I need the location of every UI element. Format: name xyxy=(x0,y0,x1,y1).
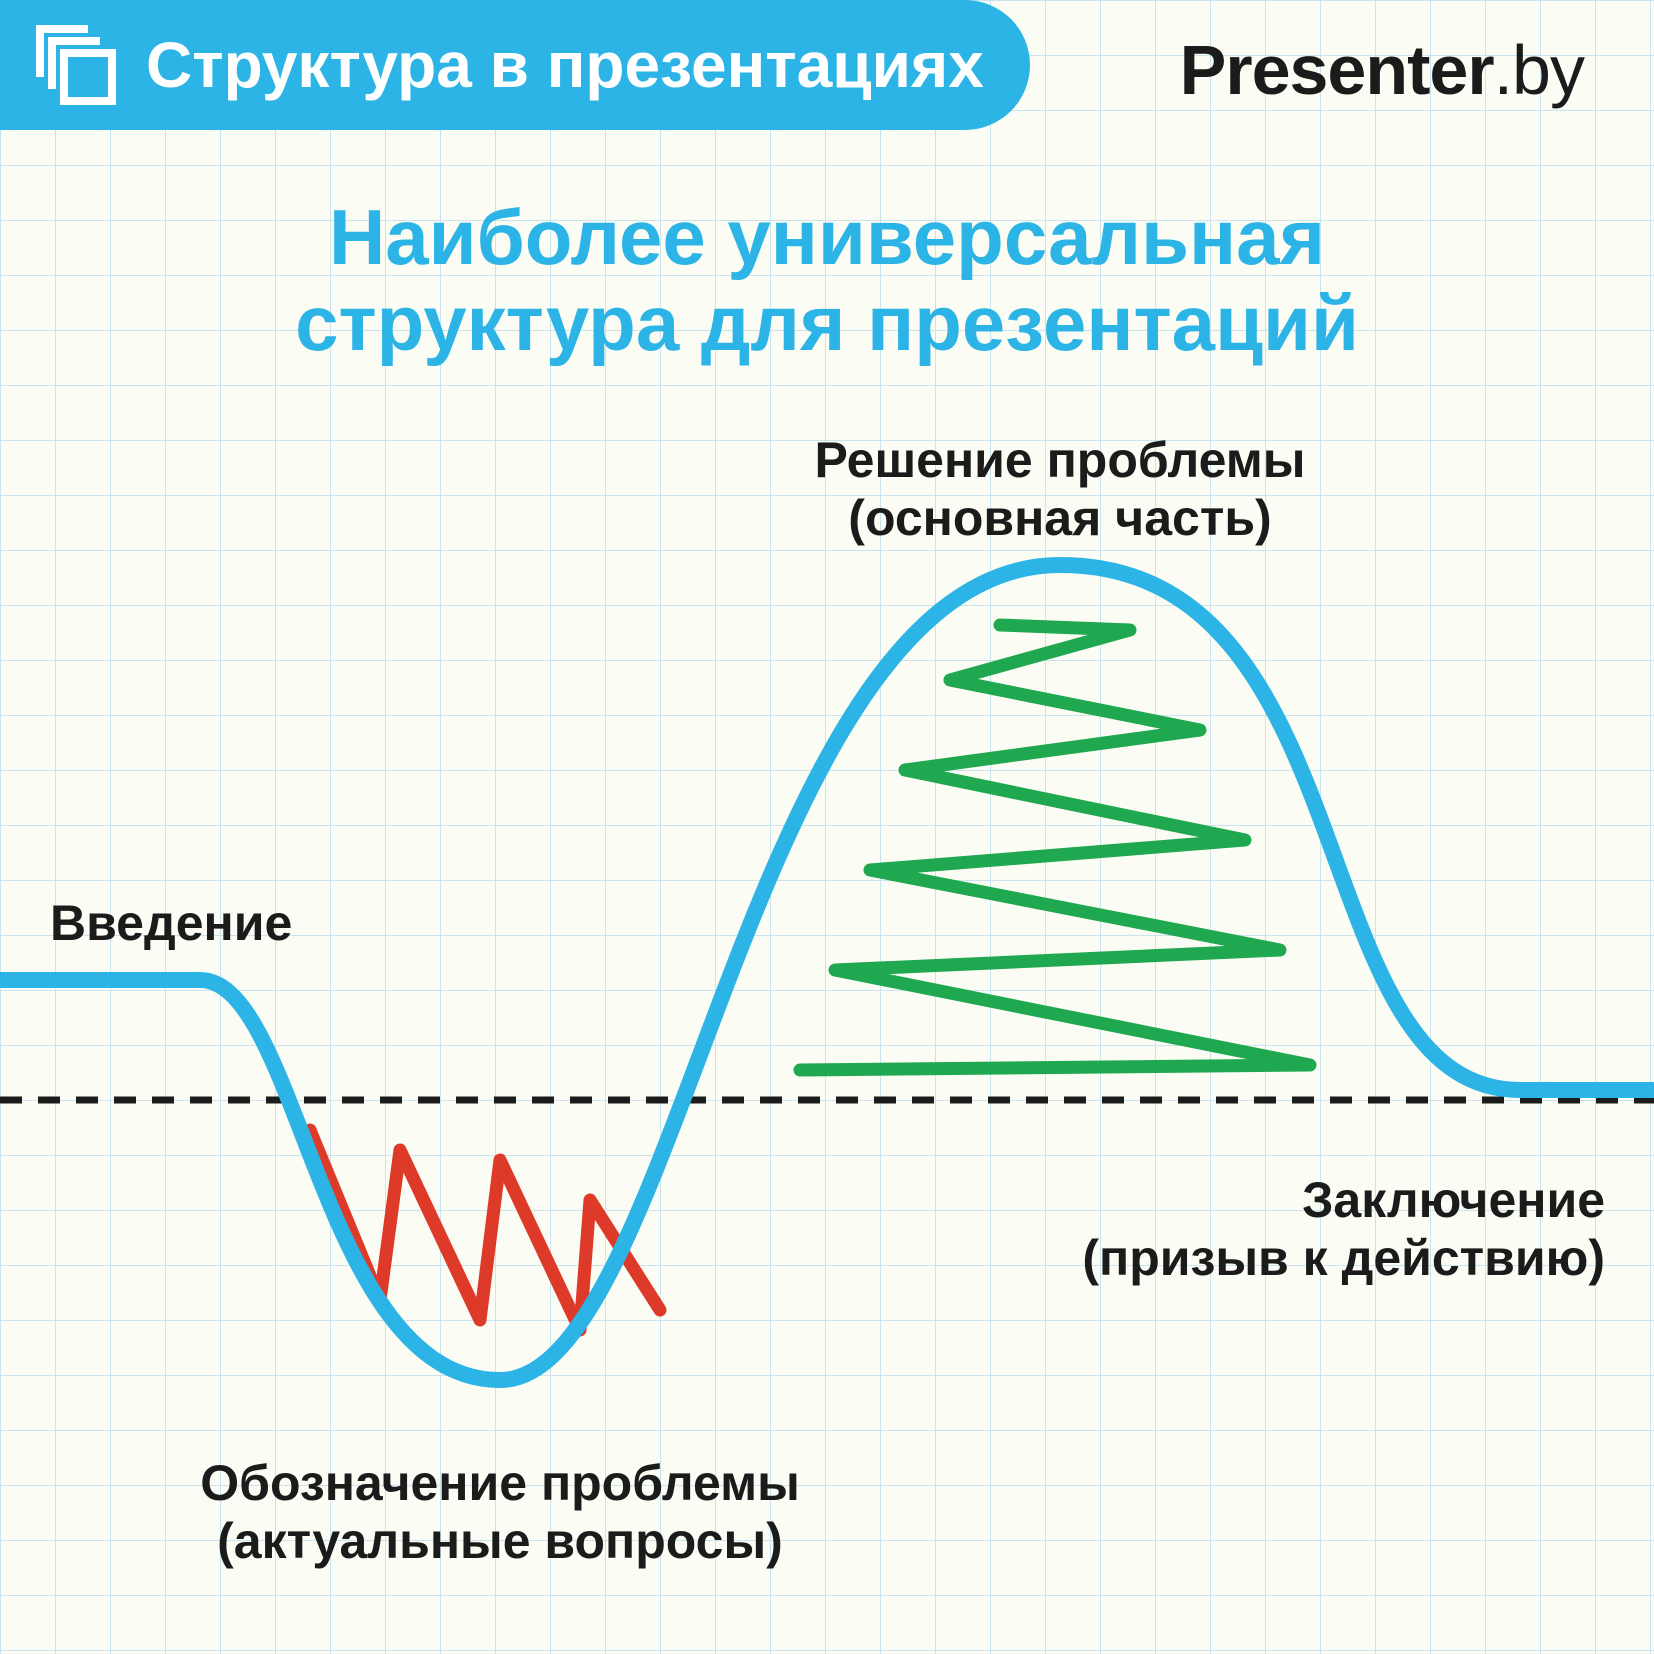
label-solve1: Решение проблемы xyxy=(815,432,1306,490)
label-intro: Введение xyxy=(50,895,292,953)
red-zigzag xyxy=(310,1130,660,1330)
label-prob2: (актуальные вопросы) xyxy=(217,1513,783,1571)
label-solve2: (основная часть) xyxy=(848,490,1271,548)
label-prob1: Обозначение проблемы xyxy=(200,1455,800,1513)
label-concl1: Заключение xyxy=(1302,1172,1605,1230)
label-concl2: (призыв к действию) xyxy=(1082,1230,1605,1288)
structure-diagram xyxy=(0,0,1654,1654)
